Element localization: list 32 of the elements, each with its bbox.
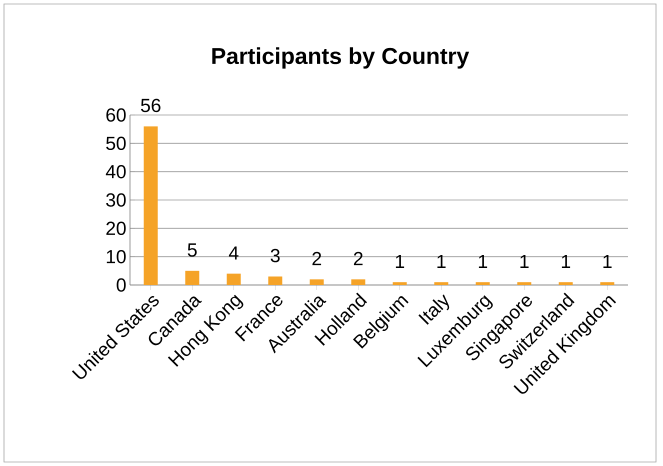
data-label: 1 bbox=[396, 254, 404, 268]
data-label: 2 bbox=[354, 252, 363, 266]
data-label: 2 bbox=[312, 252, 322, 266]
bar bbox=[144, 126, 158, 285]
bar bbox=[558, 282, 573, 285]
bar bbox=[434, 282, 448, 285]
data-label: 1 bbox=[562, 254, 570, 268]
bar bbox=[351, 279, 366, 285]
data-label: 4 bbox=[228, 246, 238, 260]
bar bbox=[310, 279, 324, 285]
bar bbox=[600, 282, 614, 285]
data-label: 1 bbox=[437, 254, 446, 268]
y-tick-label: 40 bbox=[106, 164, 126, 178]
y-tick-label: 30 bbox=[106, 193, 126, 207]
y-tick-label: 20 bbox=[106, 222, 126, 236]
data-label: 3 bbox=[270, 248, 280, 262]
bar bbox=[392, 282, 407, 285]
data-label: 1 bbox=[603, 254, 612, 268]
data-label: 5 bbox=[188, 243, 197, 257]
y-tick-label: 0 bbox=[116, 278, 126, 292]
bar bbox=[185, 270, 200, 285]
bar bbox=[268, 276, 282, 285]
chart-title: Participants by Country bbox=[212, 47, 470, 69]
y-tick-label: 10 bbox=[106, 250, 126, 264]
data-label: 1 bbox=[520, 254, 529, 268]
y-tick-label: 50 bbox=[106, 136, 126, 150]
y-tick-label: 60 bbox=[106, 108, 126, 122]
data-label: 1 bbox=[478, 254, 488, 268]
bar bbox=[517, 282, 532, 285]
data-label: 56 bbox=[140, 98, 160, 112]
bar bbox=[476, 282, 490, 285]
bar bbox=[226, 274, 241, 285]
